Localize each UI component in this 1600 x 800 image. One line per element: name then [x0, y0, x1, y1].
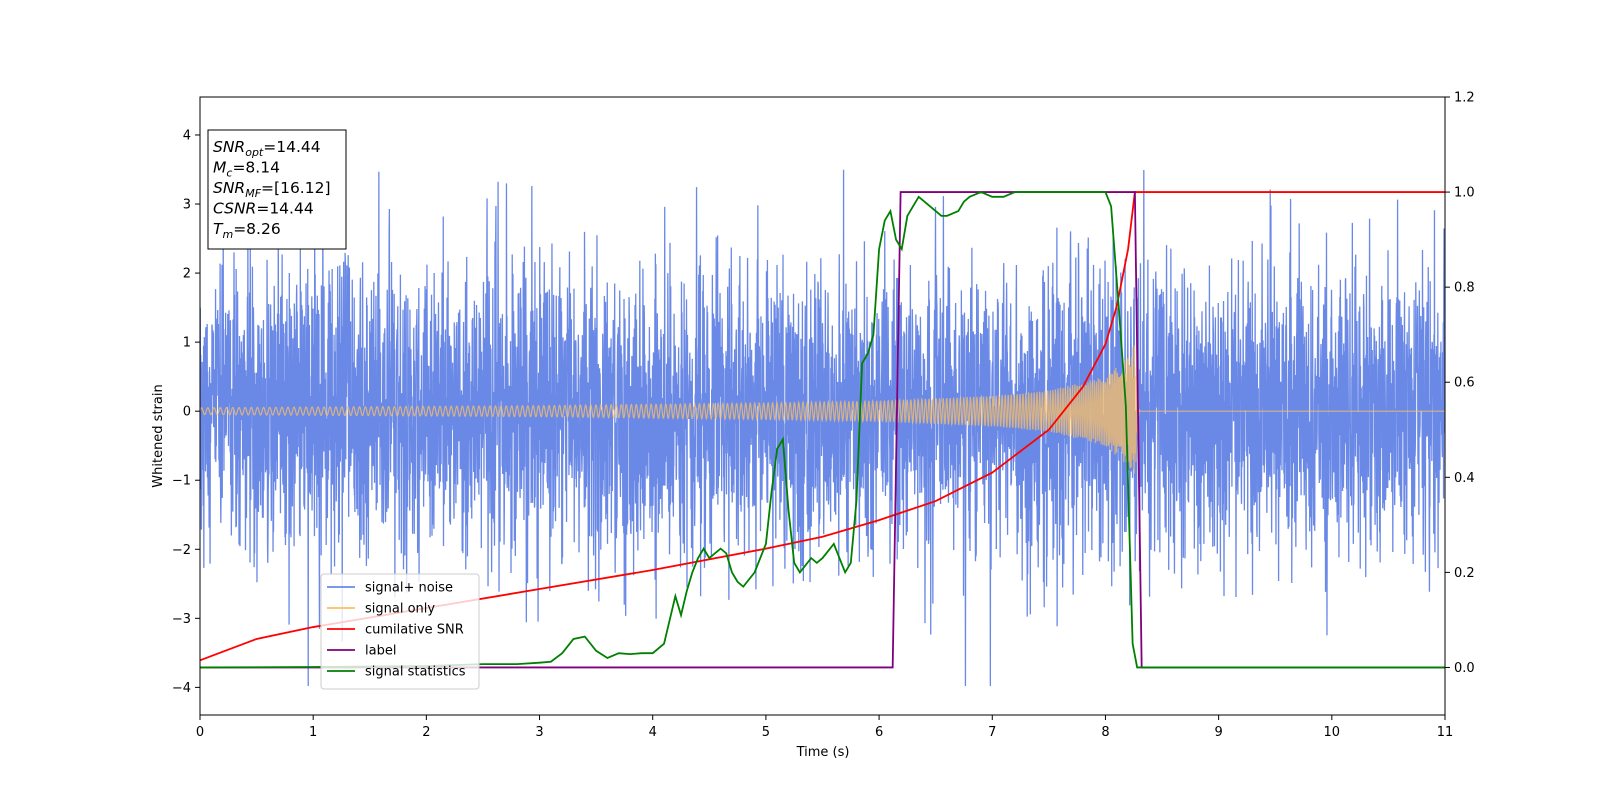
y-tick-label: −1: [172, 474, 191, 489]
x-tick-label: 4: [649, 725, 657, 740]
y2-tick-label: 0.8: [1454, 281, 1475, 296]
series-signal-only: [200, 345, 1445, 474]
y-tick-label: 3: [183, 198, 191, 213]
legend-frame: [320, 573, 480, 690]
legend: signal+ noise signal only cumilative SNR la…: [320, 573, 480, 690]
plot-frame: [199, 96, 1446, 716]
series-signal-statistics: [200, 191, 1445, 669]
y-tick-label: 4: [183, 128, 191, 143]
y-tick-label: −3: [172, 612, 191, 627]
info-box: SNRopt=14.44Mc=8.14SNRMF=[16.12]CSNR=14.…: [207, 129, 347, 250]
x-tick-label: 5: [762, 725, 770, 740]
y-tick-label: 1: [183, 336, 191, 351]
legend-label: signal only: [365, 602, 435, 617]
y2-tick-label: 0.4: [1454, 471, 1475, 486]
y-tick-label: 0: [183, 405, 191, 420]
y-tick-label: −4: [172, 681, 191, 696]
legend-label: cumilative SNR: [365, 623, 464, 638]
x-tick-label: 1: [309, 725, 317, 740]
series-signal-noise: [200, 169, 1445, 687]
y2-tick-label: 0.6: [1454, 376, 1475, 391]
y-tick-label: 2: [183, 267, 191, 282]
y2-tick-label: 1.2: [1454, 91, 1475, 106]
y2-tick-label: 0.0: [1454, 661, 1475, 676]
info-line: SNRopt=14.44: [213, 138, 321, 159]
x-tick-label: 6: [875, 725, 883, 740]
x-tick-label: 3: [535, 725, 543, 740]
info-line: CSNR=14.44: [213, 200, 314, 218]
info-line: SNRMF=[16.12]: [213, 179, 331, 200]
y2-tick-label: 0.2: [1454, 566, 1475, 581]
info-box-frame: [207, 129, 347, 250]
x-axis-label: Time (s): [796, 745, 850, 760]
info-line: Mc=8.14: [213, 159, 280, 180]
x-tick-label: 2: [422, 725, 430, 740]
info-line: Tm=8.26: [213, 220, 281, 241]
legend-label: signal+ noise: [365, 581, 453, 596]
x-tick-label: 0: [196, 725, 204, 740]
x-tick-label: 9: [1214, 725, 1222, 740]
axes: 0 1 2 3 4 5 6 7 8 9 10 11 −4 −3 −2 −1 0 1 2 3 4 0.0 0.2 0.4 0.6 0…: [172, 91, 1475, 741]
x-tick-label: 8: [1101, 725, 1109, 740]
x-tick-label: 11: [1437, 725, 1454, 740]
legend-label: label: [365, 644, 396, 659]
legend-label: signal statistics: [365, 665, 466, 680]
y2-tick-label: 1.0: [1454, 186, 1475, 201]
y-axis-label: Whitened strain: [151, 384, 166, 487]
x-tick-label: 10: [1324, 725, 1341, 740]
x-tick-label: 7: [988, 725, 996, 740]
y-tick-label: −2: [172, 543, 191, 558]
